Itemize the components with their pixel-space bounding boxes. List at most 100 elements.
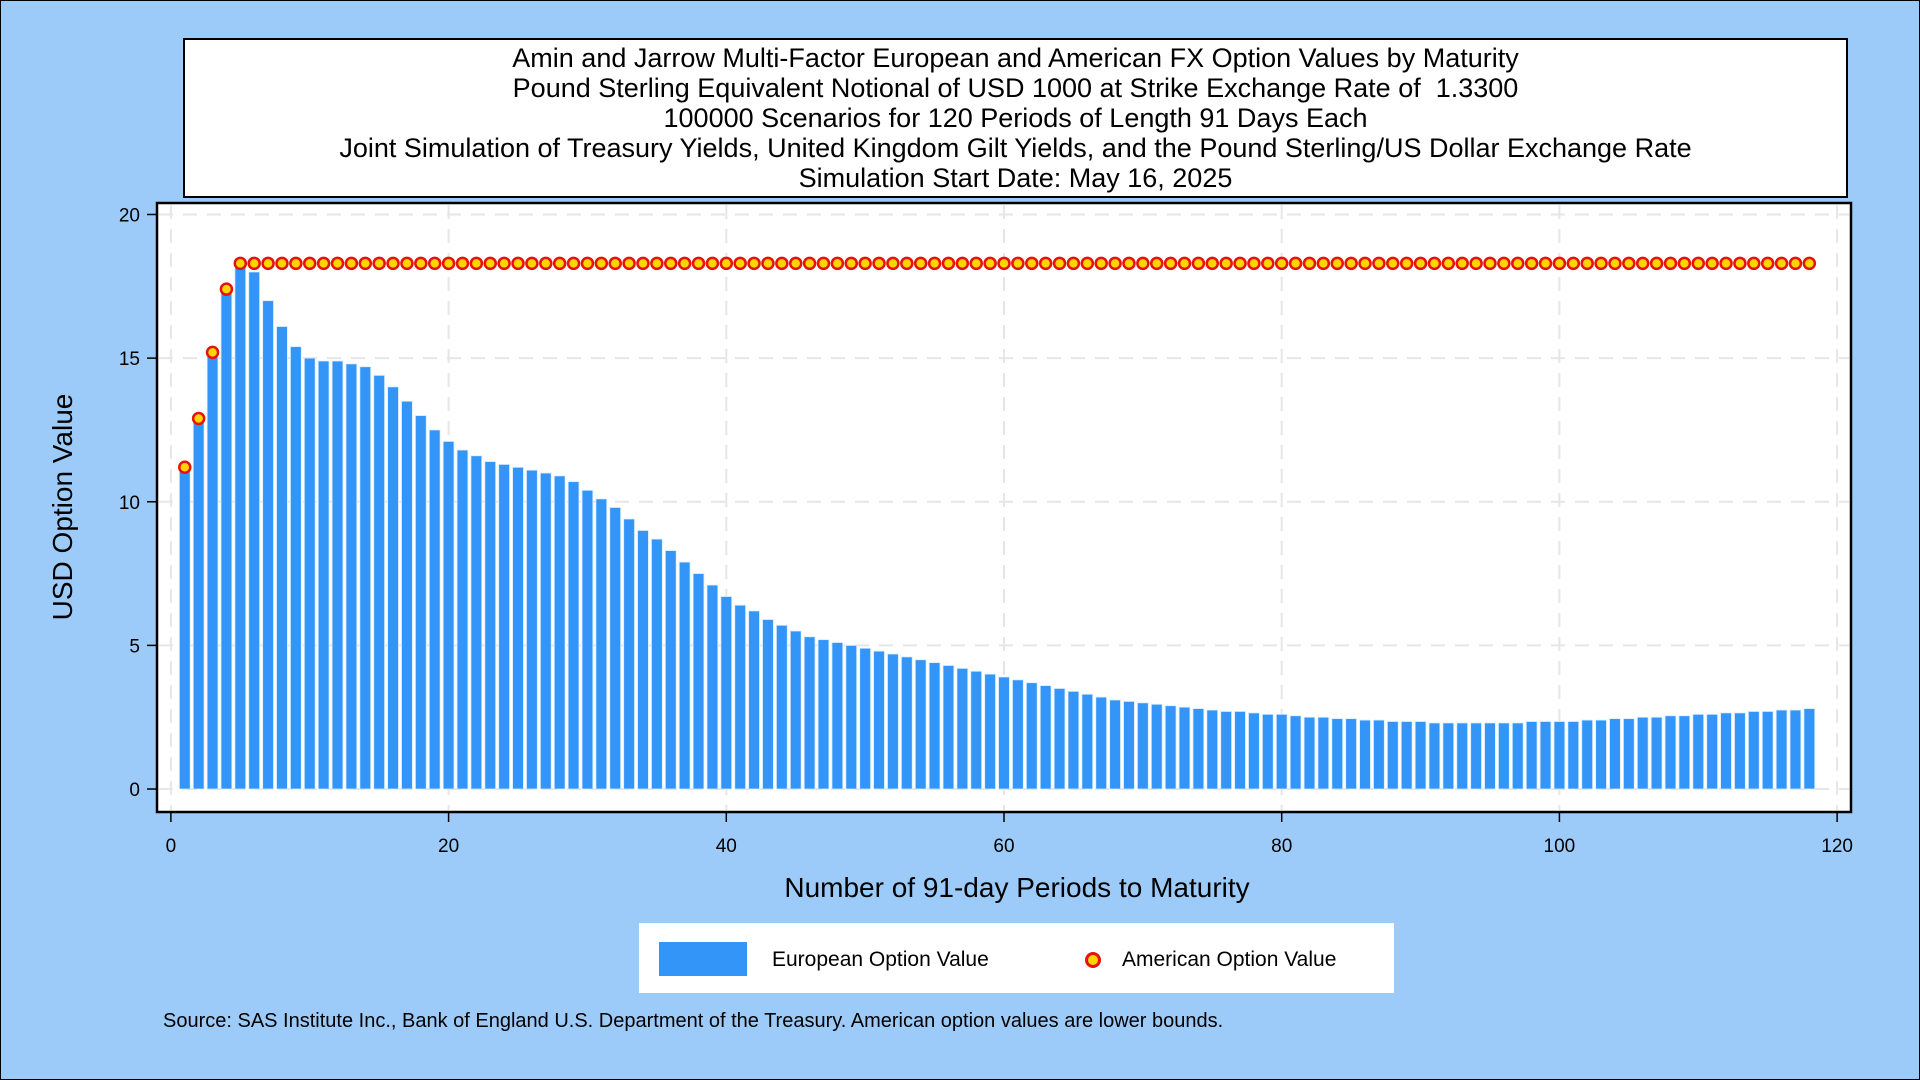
- marker-american: [1316, 256, 1331, 271]
- bar-european: [595, 498, 608, 790]
- legend-marker-american: [1085, 952, 1101, 968]
- y-tick-label: 10: [119, 493, 140, 514]
- bar-european: [1248, 712, 1260, 790]
- bar-european: [387, 386, 399, 790]
- marker-american: [788, 256, 803, 271]
- bar-european: [498, 464, 510, 790]
- marker-american: [1372, 256, 1386, 271]
- bar-european: [692, 573, 705, 790]
- marker-american: [552, 256, 567, 271]
- chart-title-line-3: 100000 Scenarios for 120 Periods of Leng…: [663, 103, 1368, 133]
- marker-american: [1080, 256, 1095, 271]
- legend-swatch-european: [659, 942, 747, 976]
- y-tick-label: 15: [119, 349, 140, 370]
- bar-european: [748, 610, 760, 790]
- marker-american: [1302, 256, 1317, 271]
- marker-american: [1386, 256, 1400, 271]
- marker-american: [400, 256, 414, 271]
- bar-european: [567, 481, 580, 790]
- marker-american: [872, 256, 886, 271]
- bar-european: [1025, 682, 1038, 790]
- marker-american: [1733, 256, 1747, 271]
- marker-american: [969, 256, 983, 271]
- bar-european: [1317, 716, 1330, 790]
- marker-american: [1622, 256, 1636, 271]
- marker-american: [316, 256, 331, 271]
- bar-european: [1095, 696, 1108, 790]
- marker-american: [997, 256, 1011, 271]
- chart-title-line-2: Pound Sterling Equivalent Notional of US…: [512, 73, 1519, 103]
- bar-european: [415, 415, 427, 790]
- bar-european: [1539, 721, 1552, 790]
- marker-american: [1511, 256, 1525, 271]
- marker-american: [1691, 256, 1706, 271]
- marker-american: [830, 256, 845, 271]
- bar-european: [456, 449, 469, 790]
- bar-european: [1012, 679, 1024, 790]
- marker-american: [1719, 256, 1733, 271]
- marker-american: [747, 256, 761, 271]
- bar-european: [1581, 719, 1593, 790]
- bar-european: [1609, 718, 1621, 790]
- marker-american: [1399, 256, 1414, 271]
- bar-european: [1109, 699, 1121, 790]
- bar-european: [623, 518, 635, 790]
- bar-european: [859, 647, 871, 790]
- bar-european: [484, 461, 497, 790]
- bar-european: [220, 291, 233, 790]
- bar-european: [428, 429, 441, 790]
- bar-european: [734, 604, 746, 790]
- marker-american: [497, 256, 511, 271]
- bar-european: [192, 420, 205, 790]
- marker-american: [1219, 256, 1233, 271]
- bar-european: [1345, 718, 1357, 790]
- bar-european: [789, 630, 802, 790]
- marker-american: [427, 256, 442, 271]
- bar-european: [234, 262, 247, 790]
- marker-american: [1233, 256, 1247, 271]
- marker-american: [1594, 256, 1608, 271]
- marker-american: [733, 256, 747, 271]
- bar-european: [1303, 716, 1316, 790]
- bar-european: [984, 673, 996, 790]
- y-tick-label: 0: [129, 780, 140, 801]
- bar-european: [1150, 703, 1163, 790]
- marker-american: [386, 256, 400, 271]
- bar-european: [539, 472, 552, 790]
- bar-european: [1234, 711, 1246, 790]
- bar-european: [1331, 718, 1344, 790]
- bar-european: [1178, 706, 1191, 790]
- bar-european: [1470, 722, 1482, 790]
- bar-european: [845, 644, 858, 790]
- marker-american: [1177, 256, 1192, 271]
- bar-european: [1428, 722, 1441, 790]
- chart-title-box: Amin and Jarrow Multi-Factor European an…: [183, 38, 1848, 198]
- bar-european: [942, 665, 955, 790]
- legend-label-european: European Option Value: [772, 948, 989, 971]
- bar-european: [1678, 715, 1691, 790]
- bar-european: [998, 676, 1010, 790]
- marker-american: [1108, 256, 1122, 271]
- bar-european: [1803, 708, 1816, 790]
- marker-american: [191, 411, 206, 426]
- chart-title-line-1: Amin and Jarrow Multi-Factor European an…: [512, 43, 1519, 73]
- marker-american: [1802, 256, 1817, 271]
- bar-european: [526, 469, 538, 790]
- marker-american: [566, 256, 581, 271]
- bar-european: [720, 596, 733, 790]
- bar-european: [1164, 705, 1177, 790]
- bar-european: [817, 639, 830, 790]
- bar-european: [831, 642, 844, 790]
- marker-american: [441, 256, 456, 271]
- marker-american: [900, 256, 914, 271]
- marker-american: [1413, 256, 1428, 271]
- bar-european: [1775, 709, 1788, 790]
- marker-american: [1149, 256, 1164, 271]
- bar-european: [1192, 708, 1205, 790]
- bar-european: [664, 550, 677, 790]
- marker-american: [1247, 256, 1261, 271]
- marker-american: [594, 256, 609, 271]
- bar-european: [1400, 721, 1413, 790]
- y-tick-label: 20: [119, 205, 140, 226]
- marker-american: [302, 256, 317, 271]
